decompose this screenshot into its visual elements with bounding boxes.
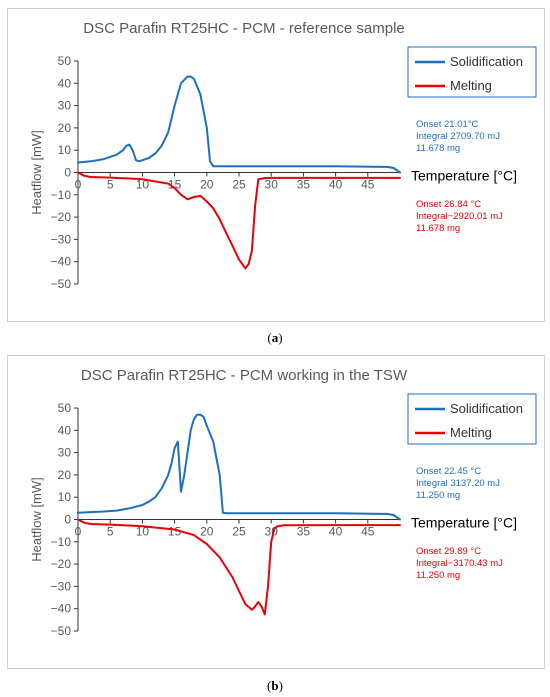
x-tick-label: 5 xyxy=(107,178,114,192)
chart-panel-a: DSC Parafin RT25HC - PCM - reference sam… xyxy=(7,8,545,322)
annotation-line: Integral 2709.70 mJ xyxy=(416,131,500,142)
x-tick-label: 10 xyxy=(136,178,150,192)
y-tick-label: 10 xyxy=(58,490,72,504)
legend-frame xyxy=(407,393,537,445)
legend: Solidification Melting xyxy=(407,46,537,98)
x-axis-label: Temperature [°C] xyxy=(411,168,517,184)
chart-svg: DSC Parafin RT25HC - PCM - reference sam… xyxy=(29,20,537,291)
x-tick-label: 35 xyxy=(297,525,311,539)
x-tick-label: 5 xyxy=(107,525,114,539)
annotation-line: Onset 29.89 °C xyxy=(416,546,481,557)
annotation-line: 11.250 mg xyxy=(416,490,460,501)
y-tick-label: −10 xyxy=(51,188,72,202)
x-tick-label: 0 xyxy=(75,525,82,539)
annotation-line: 11.678 mg xyxy=(416,223,460,234)
series-line-melting xyxy=(77,171,401,270)
x-tick-label: 35 xyxy=(297,178,311,192)
y-tick-label: −20 xyxy=(51,557,72,571)
y-tick-label: 0 xyxy=(64,166,71,180)
y-axis-label: Heatflow [mW] xyxy=(29,130,44,215)
y-tick-label: 10 xyxy=(58,143,72,157)
x-tick-label: 10 xyxy=(136,525,150,539)
legend: Solidification Melting xyxy=(407,393,537,445)
chart-title: DSC Parafin RT25HC - PCM working in the … xyxy=(81,367,408,384)
x-tick-label: 25 xyxy=(232,178,246,192)
y-tick-label: −50 xyxy=(51,277,72,291)
y-tick-label: 50 xyxy=(58,401,72,415)
annotation-line: 11.250 mg xyxy=(416,570,460,581)
y-tick-label: −40 xyxy=(51,255,72,269)
y-tick-label: −40 xyxy=(51,602,72,616)
chart-svg: DSC Parafin RT25HC - PCM working in the … xyxy=(29,367,537,638)
annotation-line: Integral 3137.20 mJ xyxy=(416,478,500,489)
chart-title: DSC Parafin RT25HC - PCM - reference sam… xyxy=(83,20,405,37)
annotation-line: Onset 21.01°C xyxy=(416,119,479,130)
annotation-line: Integral−3170.43 mJ xyxy=(416,558,503,569)
annotation-line: Onset 22.45 °C xyxy=(416,466,481,477)
annotation-line: Integral−2920.01 mJ xyxy=(416,211,503,222)
x-tick-label: 45 xyxy=(361,178,375,192)
y-axis-label: Heatflow [mW] xyxy=(29,477,44,562)
x-tick-label: 25 xyxy=(232,525,246,539)
legend-label: Melting xyxy=(450,425,492,440)
legend-label: Solidification xyxy=(450,401,523,416)
x-tick-label: 30 xyxy=(265,178,279,192)
series-line-melting xyxy=(77,518,401,616)
x-tick-label: 15 xyxy=(168,525,182,539)
series-line-solidification xyxy=(77,413,401,521)
x-tick-label: 40 xyxy=(329,525,343,539)
y-tick-label: 50 xyxy=(58,54,72,68)
caption-a: (a) xyxy=(267,330,283,345)
series-line-solidification xyxy=(77,75,401,174)
x-axis-label: Temperature [°C] xyxy=(411,515,517,531)
caption-b: (b) xyxy=(267,678,283,693)
y-tick-label: −30 xyxy=(51,579,72,593)
y-tick-label: −20 xyxy=(51,210,72,224)
x-tick-label: 0 xyxy=(75,178,82,192)
legend-frame xyxy=(407,46,537,98)
y-tick-label: −10 xyxy=(51,535,72,549)
y-tick-label: 40 xyxy=(58,76,72,90)
x-tick-label: 15 xyxy=(168,178,182,192)
y-tick-label: −50 xyxy=(51,624,72,638)
y-tick-label: 40 xyxy=(58,423,72,437)
legend-label: Solidification xyxy=(450,54,523,69)
x-tick-label: 20 xyxy=(200,178,214,192)
x-tick-label: 20 xyxy=(200,525,214,539)
y-tick-label: 0 xyxy=(64,513,71,527)
chart-panel-b: DSC Parafin RT25HC - PCM working in the … xyxy=(7,355,545,669)
annotation-line: 11.678 mg xyxy=(416,143,460,154)
y-tick-label: −30 xyxy=(51,232,72,246)
x-tick-label: 45 xyxy=(361,525,375,539)
annotation-line: Onset 26.84 °C xyxy=(416,199,481,210)
y-tick-label: 20 xyxy=(58,468,72,482)
legend-label: Melting xyxy=(450,78,492,93)
y-tick-label: 20 xyxy=(58,121,72,135)
x-tick-label: 40 xyxy=(329,178,343,192)
y-tick-label: 30 xyxy=(58,99,72,113)
y-tick-label: 30 xyxy=(58,446,72,460)
